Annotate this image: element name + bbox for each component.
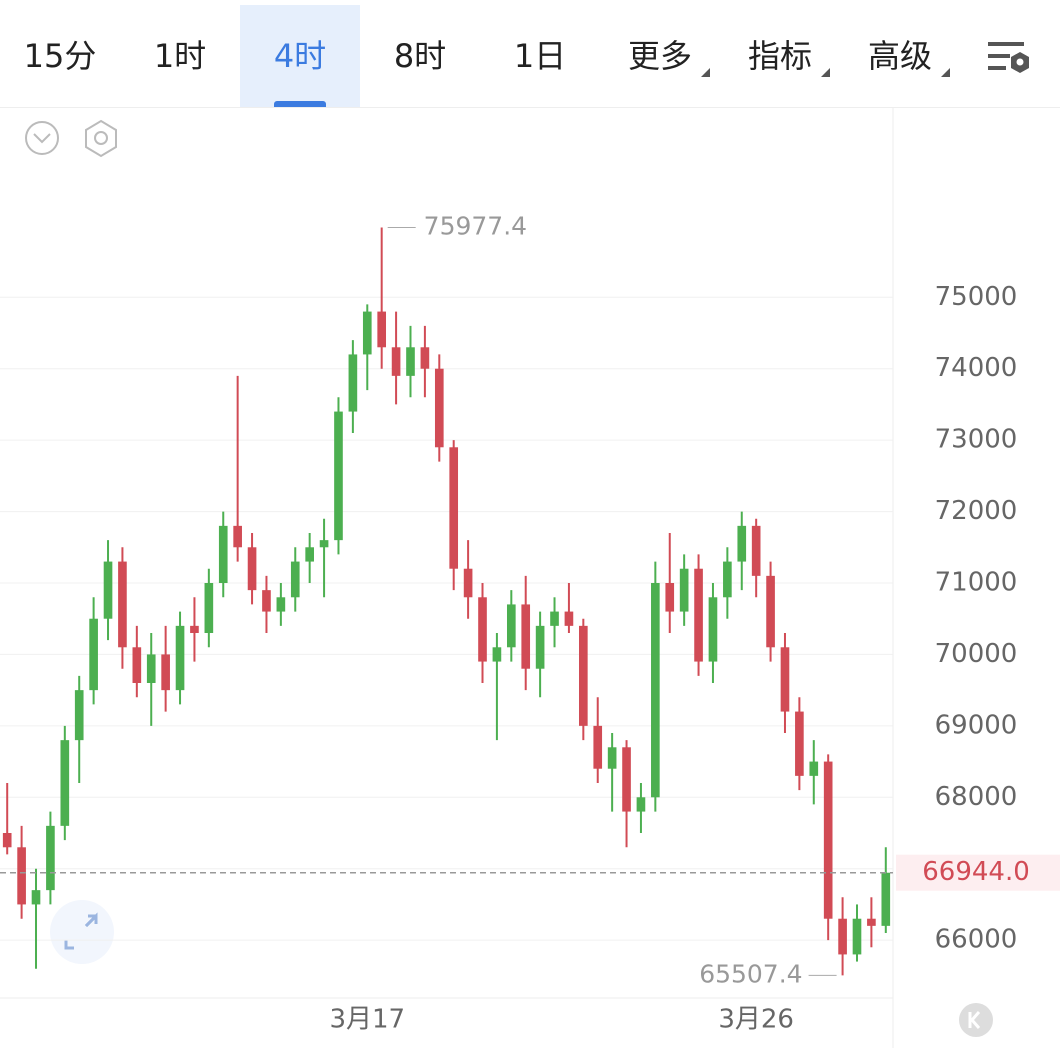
candle-body xyxy=(622,747,631,812)
candle-body xyxy=(506,604,516,648)
candle-body xyxy=(190,625,199,633)
candle-body xyxy=(564,611,574,626)
candle-body xyxy=(881,872,891,926)
candle-body xyxy=(319,540,329,548)
candle-body xyxy=(305,547,314,562)
candle-body xyxy=(651,583,660,798)
candle-body xyxy=(723,561,732,598)
timeframe-tab[interactable]: 1日 xyxy=(513,37,567,75)
candle-body xyxy=(17,847,26,905)
candle-body xyxy=(607,747,617,769)
candle-body xyxy=(679,568,689,612)
timeframe-tab[interactable]: 1时 xyxy=(153,37,207,75)
candle-body xyxy=(60,740,70,826)
candle-body xyxy=(362,311,372,355)
candle-body xyxy=(521,604,531,669)
timeframe-tab[interactable]: 15分 xyxy=(23,37,97,75)
candle-body xyxy=(2,833,12,848)
expand-button[interactable] xyxy=(50,900,114,964)
min-label: 65507.4 xyxy=(699,959,802,988)
candle-body xyxy=(334,411,343,541)
candle-body xyxy=(867,918,876,926)
candle-body xyxy=(579,625,588,726)
layout-icon[interactable] xyxy=(988,42,1029,73)
timeframe-tab[interactable]: 指标 xyxy=(720,5,840,107)
candle-body xyxy=(348,354,358,412)
candle-body xyxy=(492,647,502,662)
candle-body xyxy=(478,597,487,662)
candle-body xyxy=(103,561,113,619)
candle-body xyxy=(751,525,761,576)
x-tick-label: 3月26 xyxy=(718,1005,794,1035)
scroll-latest-button[interactable] xyxy=(959,1003,993,1037)
settings-icon[interactable] xyxy=(85,119,117,158)
candle-body xyxy=(262,590,271,612)
last-price-box xyxy=(896,854,1060,891)
timeframe-tab[interactable]: 4时 xyxy=(240,5,360,107)
candle-body xyxy=(434,368,444,448)
y-tick-label: 66000 xyxy=(935,925,1018,955)
timeframe-tab[interactable]: 8时 xyxy=(393,37,447,75)
timeframe-tab[interactable]: 高级 xyxy=(840,5,960,107)
candle-body xyxy=(852,918,862,955)
candle-body xyxy=(218,525,228,583)
candle-body xyxy=(391,347,401,376)
x-tick-label: 3月17 xyxy=(329,1005,405,1035)
candle-body xyxy=(795,711,804,776)
candle-body xyxy=(636,797,646,812)
candle-body xyxy=(550,611,559,626)
candle-body xyxy=(463,568,473,598)
candle-body xyxy=(838,918,847,955)
candle-body xyxy=(665,583,675,612)
candle-body xyxy=(766,575,775,648)
y-tick-label: 68000 xyxy=(935,782,1018,812)
candle-body xyxy=(737,525,747,562)
toolbar: 15分 1时 4时 8时 1日 更多 指标 高级 xyxy=(0,0,1060,108)
candle-body xyxy=(118,561,127,648)
candle-body xyxy=(31,890,41,905)
candle-body xyxy=(780,647,790,712)
candle-body xyxy=(823,761,833,919)
y-tick-label: 69000 xyxy=(935,710,1018,740)
candle-body xyxy=(132,647,142,683)
candle-body xyxy=(175,625,185,691)
candle-body xyxy=(89,618,98,691)
candle-body xyxy=(535,625,545,669)
max-label: 75977.4 xyxy=(424,211,527,240)
candle-body xyxy=(46,825,55,891)
last-price-label: 66944.0 xyxy=(922,857,1030,887)
candle-body xyxy=(276,597,286,612)
candle-body xyxy=(233,525,242,548)
collapse-icon[interactable] xyxy=(25,121,59,155)
y-tick-label: 71000 xyxy=(935,568,1018,598)
candle-body xyxy=(708,597,718,662)
candle-body xyxy=(247,547,257,591)
candle-body xyxy=(593,725,603,769)
candle-body xyxy=(449,447,459,569)
candle-body xyxy=(377,311,387,348)
candle-body xyxy=(74,690,84,741)
y-tick-label: 75000 xyxy=(935,282,1018,312)
y-tick-label: 72000 xyxy=(935,496,1018,526)
grid xyxy=(0,296,893,941)
candle-body xyxy=(809,761,819,776)
candle-body xyxy=(420,347,430,369)
candle-body xyxy=(161,654,170,691)
y-tick-label: 73000 xyxy=(935,425,1018,455)
candle-body xyxy=(290,561,300,598)
y-tick-label: 70000 xyxy=(935,639,1018,669)
candle-body xyxy=(146,654,156,683)
y-tick-label: 74000 xyxy=(935,353,1018,383)
timeframe-tab[interactable]: 更多 xyxy=(600,5,720,107)
candle-body xyxy=(204,583,214,633)
candle-body xyxy=(406,347,415,376)
candle-body xyxy=(694,568,703,662)
